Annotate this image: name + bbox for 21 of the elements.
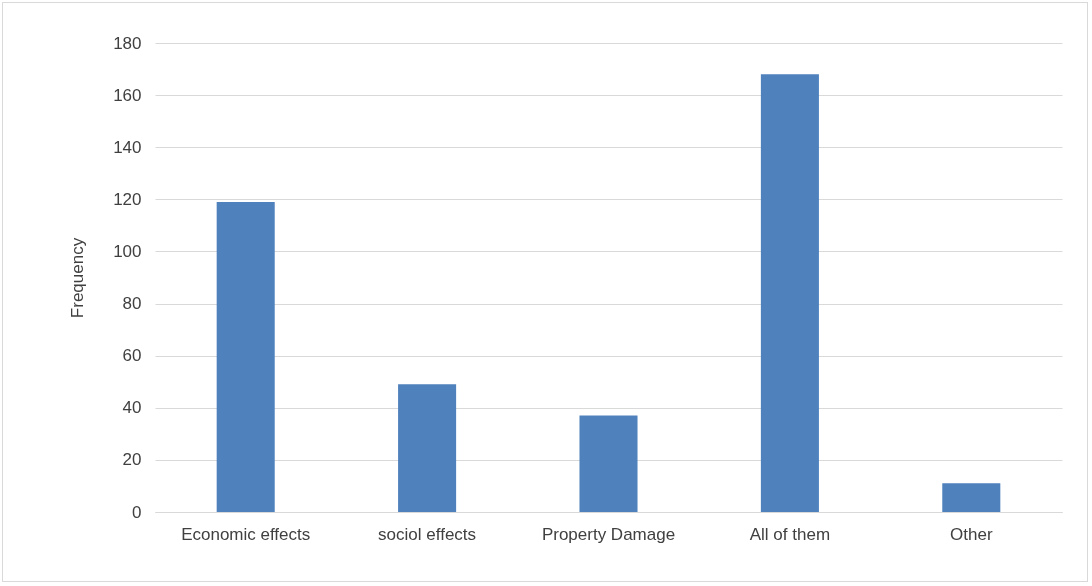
x-tick-label: Property Damage [541,524,676,544]
x-tick-label: sociol effects [378,524,477,544]
x-tick-label: Economic effects [181,524,311,544]
y-axis-title: Frequency [68,237,88,319]
y-tick-label: 120 [113,189,142,209]
y-tick-label: 160 [113,85,142,105]
bar [398,384,457,512]
y-tick-label: 180 [113,33,142,53]
x-tick-label: All of them [749,524,831,544]
y-tick-label: 0 [132,502,142,522]
y-tick-label: 80 [122,294,142,314]
y-tick-label: 140 [113,137,142,157]
bar [760,74,819,512]
y-tick-label: 100 [113,241,142,261]
y-tick-label: 20 [122,450,142,470]
y-tick-label: 60 [122,346,142,366]
bar [942,483,1001,512]
bar [216,201,275,512]
bar [579,415,638,512]
x-tick-label: Other [950,524,993,544]
y-tick-label: 40 [122,398,142,418]
